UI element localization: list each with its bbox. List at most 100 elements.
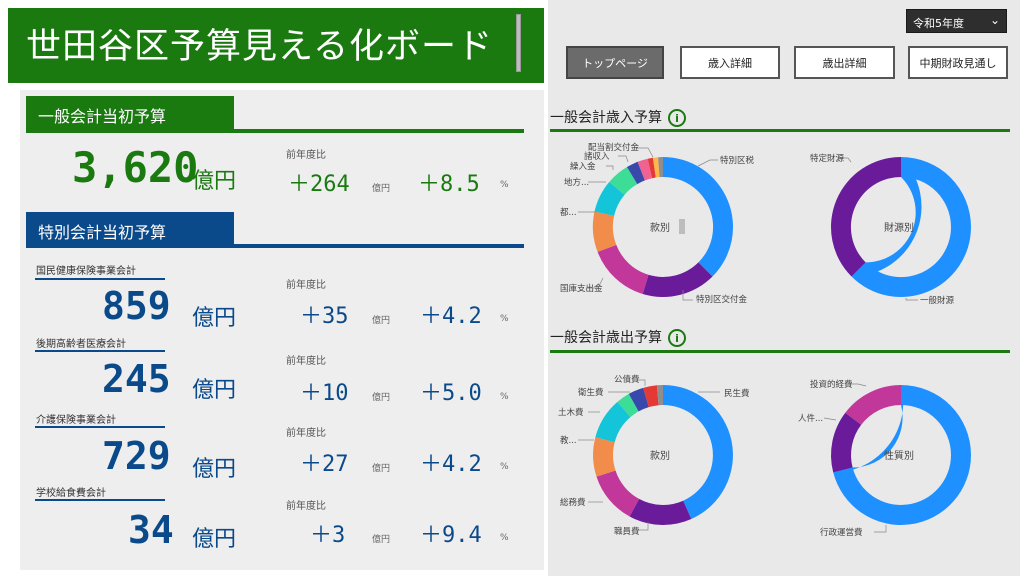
account-pct: ＋4.2 — [420, 452, 482, 477]
chart-label: 諸収入 — [584, 151, 610, 162]
account-name: 国民健康保険事業会計 — [36, 266, 136, 277]
chart-label: 総務費 — [560, 497, 586, 508]
donut-slice — [594, 182, 625, 216]
expenditure-nature-center-label: 性質別 — [884, 449, 914, 462]
account-amount: 34 — [128, 508, 174, 552]
account-pct: ＋4.2 — [420, 304, 482, 329]
account-unit: 億円 — [192, 457, 237, 482]
donut-slice — [597, 244, 649, 294]
expenditure-type-donut[interactable]: 款別 — [593, 385, 733, 525]
nav-top-button[interactable]: トップページ — [566, 46, 664, 79]
general-amount: 3,620 — [72, 143, 199, 192]
account-pct: ＋9.4 — [420, 523, 482, 548]
account-diff: ＋27 — [300, 452, 349, 477]
chart-label: 特定財源 — [810, 153, 845, 164]
account-rule — [35, 350, 165, 352]
donut-slice — [647, 157, 656, 179]
revenue-type-donut[interactable]: 款別 — [592, 157, 734, 298]
expenditure-nature-lines — [823, 383, 887, 533]
general-diff-unit: 億円 — [372, 184, 391, 194]
donut-charts: 款別 財源別 款別 性質別 — [558, 142, 971, 538]
account-rule — [35, 426, 165, 428]
expenditure-heading-text: 一般会計歳出予算 — [550, 330, 662, 346]
revenue-heading-text: 一般会計歳入予算 — [550, 110, 662, 126]
account-diff-unit: 億円 — [372, 464, 391, 474]
donut-slice — [595, 401, 631, 443]
chart-label: 一般財源 — [920, 295, 955, 306]
chart-label: 投資的経費 — [810, 379, 853, 390]
expenditure-heading: 一般会計歳出予算 i — [550, 327, 686, 347]
scroll-marker — [679, 219, 685, 234]
expenditure-nature-donut[interactable]: 性質別 — [831, 385, 971, 525]
chart-label: 都... — [560, 208, 577, 218]
account-unit: 億円 — [192, 306, 237, 331]
donut-slice — [637, 158, 653, 181]
info-icon[interactable]: i — [668, 329, 686, 347]
donut-slice — [845, 385, 901, 425]
donut-slice — [663, 157, 734, 277]
donut-slice — [642, 262, 713, 298]
account-name: 後期高齢者医療会計 — [36, 339, 126, 350]
account-rule — [35, 278, 165, 280]
general-prev-label: 前年度比 — [286, 150, 326, 161]
general-unit: 億円 — [192, 169, 237, 194]
text-cursor — [516, 14, 521, 72]
special-account-rule — [26, 244, 524, 248]
donut-slice — [629, 498, 692, 525]
revenue-source-center-label: 財源別 — [884, 221, 914, 234]
donut-slice — [643, 385, 659, 408]
account-prev-label: 前年度比 — [286, 280, 326, 291]
account-pct-unit: % — [500, 462, 509, 472]
general-pct: ＋8.5 — [418, 172, 480, 197]
account-prev-label: 前年度比 — [286, 428, 326, 439]
account-unit: 億円 — [192, 378, 237, 403]
right-panel — [548, 0, 1020, 576]
general-diff: ＋264 — [288, 172, 350, 197]
donut-slice — [609, 167, 638, 195]
account-rule — [35, 499, 165, 501]
general-account-rule — [26, 129, 524, 133]
account-pct-unit: % — [500, 314, 509, 324]
nav-midterm-button[interactable]: 中期財政見通し — [908, 46, 1008, 79]
chart-label: 公債費 — [614, 374, 640, 385]
account-amount: 729 — [102, 434, 171, 478]
chart-label: 配当割交付金 — [588, 142, 640, 153]
chevron-down-icon: ⌄ — [989, 13, 1000, 27]
donut-slice — [901, 385, 971, 455]
donut-slice — [830, 157, 901, 277]
account-name: 介護保険事業会計 — [36, 415, 116, 426]
chart-label: 行政運営費 — [820, 527, 863, 538]
chart-label: 地方... — [564, 177, 589, 188]
chart-label: 国庫支出金 — [560, 283, 603, 294]
general-account-heading: 一般会計当初予算 — [26, 96, 234, 130]
chart-label: 教... — [560, 435, 577, 446]
chart-label: 人件... — [798, 413, 823, 424]
general-pct-unit: % — [500, 180, 509, 190]
fiscal-year-value: 令和5年度 — [913, 17, 964, 30]
left-panel — [20, 90, 544, 570]
chart-label: 特別区交付金 — [696, 294, 748, 305]
donut-slice — [592, 211, 617, 252]
donut-slice — [833, 455, 971, 525]
donut-slice — [851, 227, 971, 298]
account-amount: 859 — [102, 284, 171, 328]
account-diff: ＋10 — [300, 381, 349, 406]
fiscal-year-select[interactable]: 令和5年度 ⌄ — [906, 9, 1007, 33]
account-pct-unit: % — [500, 533, 509, 543]
account-pct: ＋5.0 — [420, 381, 482, 406]
chart-label: 衛生費 — [578, 387, 604, 398]
donut-slice — [901, 157, 971, 227]
donut-slice — [663, 385, 733, 519]
donut-slice — [851, 157, 922, 277]
account-diff-unit: 億円 — [372, 393, 391, 403]
nav-expenditure-button[interactable]: 歳出詳細 — [794, 46, 895, 79]
revenue-source-donut[interactable]: 財源別 — [830, 157, 971, 298]
donut-slice — [652, 157, 660, 178]
nav-revenue-button[interactable]: 歳入詳細 — [680, 46, 780, 79]
donut-slice — [833, 385, 904, 473]
account-diff: ＋35 — [300, 304, 349, 329]
account-prev-label: 前年度比 — [286, 501, 326, 512]
account-unit: 億円 — [192, 527, 237, 552]
info-icon[interactable]: i — [668, 109, 686, 127]
chart-label: 繰入金 — [570, 161, 596, 172]
